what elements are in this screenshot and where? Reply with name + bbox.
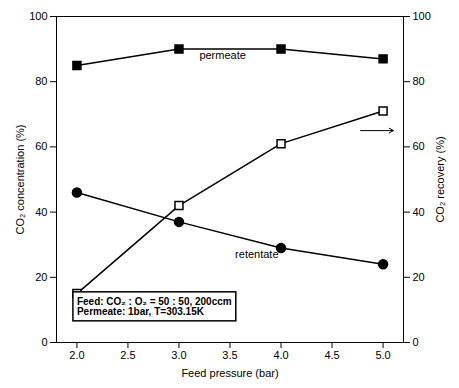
svg-text:40: 40 xyxy=(35,206,47,218)
svg-text:3.0: 3.0 xyxy=(171,349,186,361)
svg-text:3.5: 3.5 xyxy=(222,349,237,361)
svg-text:2.0: 2.0 xyxy=(69,349,84,361)
svg-text:100: 100 xyxy=(29,10,47,22)
svg-text:Feed pressure (bar): Feed pressure (bar) xyxy=(181,367,278,379)
svg-text:4.5: 4.5 xyxy=(324,349,339,361)
svg-text:20: 20 xyxy=(35,271,47,283)
svg-text:5.0: 5.0 xyxy=(375,349,390,361)
svg-text:2.5: 2.5 xyxy=(120,349,135,361)
svg-text:4.0: 4.0 xyxy=(273,349,288,361)
svg-text:Feed: CO₂ : O₂ = 50 : 50, 200c: Feed: CO₂ : O₂ = 50 : 50, 200ccmPermeate… xyxy=(77,296,232,317)
svg-text:0: 0 xyxy=(413,336,419,348)
svg-text:100: 100 xyxy=(413,10,431,22)
svg-text:40: 40 xyxy=(413,206,425,218)
svg-text:80: 80 xyxy=(413,75,425,87)
svg-text:CO₂ recovery (%): CO₂ recovery (%) xyxy=(434,136,446,222)
svg-text:20: 20 xyxy=(413,271,425,283)
svg-text:60: 60 xyxy=(413,140,425,152)
svg-text:0: 0 xyxy=(41,336,47,348)
svg-text:permeate: permeate xyxy=(199,49,245,61)
svg-text:CO₂ concentration (%): CO₂ concentration (%) xyxy=(14,124,26,234)
svg-text:60: 60 xyxy=(35,140,47,152)
svg-text:retentate: retentate xyxy=(235,248,278,260)
svg-text:80: 80 xyxy=(35,75,47,87)
